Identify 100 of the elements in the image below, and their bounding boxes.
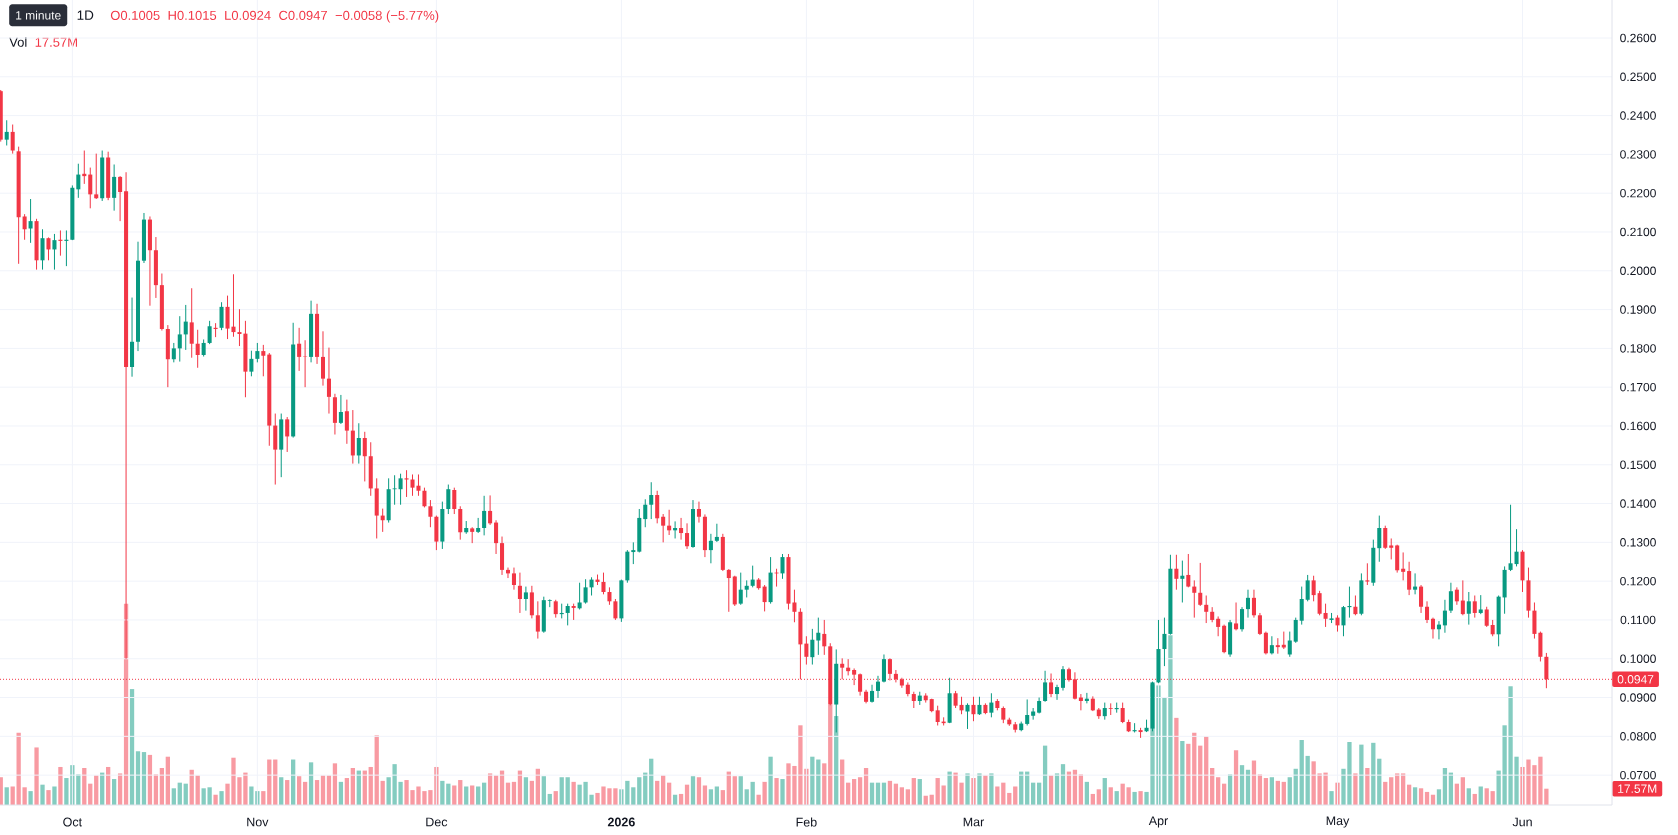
candlestick (118, 175, 123, 222)
candlestick (1055, 684, 1060, 701)
annotation: 1 minute (16, 10, 61, 20)
bar (696, 777, 702, 805)
candlestick (810, 628, 815, 666)
bar (1287, 777, 1292, 805)
candlestick (679, 517, 684, 541)
x-tick-label: Dec (426, 817, 448, 827)
candlestick (76, 163, 81, 199)
bar (965, 773, 970, 805)
candlestick (1472, 595, 1477, 619)
candlestick (661, 513, 666, 543)
bar (0, 777, 3, 805)
candlestick (1269, 635, 1274, 655)
candlestick (1198, 562, 1203, 607)
candlestick (112, 163, 117, 212)
candlestick (1341, 605, 1346, 637)
candlestick (285, 416, 290, 453)
bar (1138, 791, 1143, 805)
candlestick (344, 399, 349, 445)
candlestick (1532, 601, 1537, 640)
bar (1389, 777, 1394, 805)
candlestick (565, 603, 570, 626)
candlestick (46, 236, 51, 261)
candlestick (989, 692, 994, 718)
y-tick-label: 0.1600 (1620, 421, 1656, 431)
bar (744, 789, 749, 805)
bar (523, 777, 529, 805)
candlestick (1216, 615, 1221, 637)
candlestick (816, 617, 821, 656)
candlestick (685, 522, 690, 550)
bar (452, 785, 457, 805)
candlestick (577, 582, 582, 610)
candlestick (1263, 631, 1268, 655)
candlestick (1514, 528, 1519, 567)
candlestick (177, 315, 182, 363)
candlestick (529, 585, 534, 619)
candlestick (804, 635, 809, 666)
bar (702, 785, 708, 805)
candlestick (1257, 612, 1262, 636)
text: 1D (77, 10, 94, 20)
annotation: H0.1015 (168, 10, 217, 20)
candlestick (398, 473, 403, 506)
candlestick (189, 287, 194, 359)
bar (464, 786, 469, 805)
candlestick (858, 672, 863, 697)
bar (989, 773, 994, 805)
candlestick (207, 320, 212, 345)
candlestick (1240, 606, 1245, 633)
candlestick (94, 153, 99, 200)
candlestick (1484, 606, 1489, 628)
text: 17.57M (1618, 784, 1657, 793)
bar (905, 789, 910, 805)
y-tick-label: 0.1800 (1620, 344, 1656, 353)
candlestick (1478, 594, 1483, 615)
y-tick-label: 0.1000 (1620, 654, 1656, 663)
candlestick (1401, 551, 1406, 581)
y-tick-label: 0.1900 (1620, 305, 1656, 314)
bar (857, 777, 863, 805)
candlestick (1430, 617, 1436, 640)
candlestick (517, 572, 522, 614)
bar (947, 771, 952, 805)
candlestick (494, 519, 499, 555)
candlestick (1365, 562, 1370, 586)
candlestick (392, 474, 397, 506)
candlestick (237, 308, 242, 347)
candlestick (1025, 698, 1030, 726)
y-tick-label: 0.1100 (1620, 615, 1656, 625)
annotation: O0.1005 (110, 10, 160, 20)
bar (1102, 778, 1107, 805)
y-tick-label: 0.0900 (1620, 693, 1656, 702)
bar (541, 776, 546, 805)
y-tick-label: 0.1200 (1620, 576, 1656, 586)
candlestick (338, 394, 343, 425)
candlestick (1508, 504, 1513, 572)
candlestick (171, 342, 176, 363)
ref-line-label: 0.0947 (1617, 675, 1654, 684)
bar (1096, 789, 1101, 805)
candlestick (219, 301, 224, 331)
candlestick (1192, 579, 1197, 619)
candlestick (10, 124, 15, 155)
candlestick (458, 505, 463, 541)
candlestick (482, 495, 487, 536)
candlestick (1377, 515, 1382, 563)
bar (983, 775, 988, 805)
candlestick (1317, 590, 1322, 616)
annotation: −0.0058 (−5.77%) (335, 10, 439, 23)
bar (732, 776, 737, 805)
bar (971, 778, 976, 805)
bar (285, 780, 290, 805)
candlestick (643, 498, 648, 528)
candlestick (1305, 574, 1310, 602)
bar (911, 778, 916, 805)
bar (296, 776, 302, 805)
candlestick (88, 167, 93, 209)
candlestick (1204, 595, 1209, 624)
x-tick-label: Apr (1148, 816, 1168, 828)
candlestick (738, 572, 743, 606)
bar (52, 786, 57, 805)
candlestick (297, 327, 302, 372)
